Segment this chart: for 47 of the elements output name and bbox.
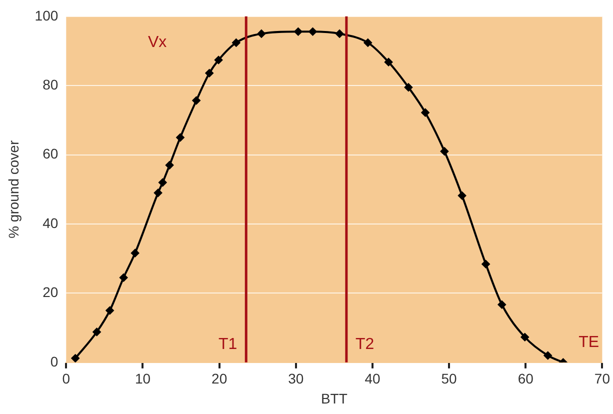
point [214, 56, 223, 64]
point [106, 306, 114, 314]
point [498, 300, 506, 309]
point [308, 28, 317, 36]
point [192, 96, 200, 104]
y-tick-label: 0 [50, 353, 58, 370]
point [404, 83, 412, 92]
ref-line-label: T1 [218, 336, 238, 353]
x-tick-label: 40 [364, 370, 380, 387]
y-tick-label: 100 [34, 7, 58, 24]
point [364, 38, 372, 47]
y-tick-label: 20 [42, 284, 58, 300]
x-tick-label: 0 [62, 370, 70, 387]
point [482, 260, 490, 268]
point [440, 147, 448, 156]
x-tick-label: 20 [212, 370, 228, 387]
x-tick-label: 30 [288, 370, 304, 387]
point [154, 188, 162, 197]
point [458, 192, 466, 200]
y-axis-title: % ground cover [5, 140, 22, 238]
x-tick-label: 10 [134, 370, 151, 387]
point [336, 30, 344, 38]
point [205, 69, 214, 78]
point [71, 354, 80, 362]
point [232, 38, 240, 47]
point [131, 249, 140, 258]
point [92, 328, 101, 336]
y-tick-label: 80 [42, 76, 58, 92]
point [544, 351, 552, 360]
y-tick-label: 40 [42, 214, 58, 231]
annotation: TE [578, 334, 600, 351]
x-axis-title: BTT [320, 390, 348, 406]
x-tick-label: 70 [594, 370, 610, 387]
y-tick-label: 60 [42, 146, 58, 162]
point [176, 134, 184, 142]
point [166, 161, 174, 170]
ref-line-label: T2 [355, 336, 374, 353]
point [158, 178, 167, 186]
point [120, 274, 128, 282]
x-tick-label: 60 [518, 370, 534, 387]
point [520, 333, 529, 342]
point [421, 108, 430, 117]
point [384, 58, 393, 66]
annotation: Vx [148, 34, 167, 51]
point [294, 28, 302, 36]
x-tick-label: 50 [441, 370, 458, 387]
point [257, 30, 266, 38]
